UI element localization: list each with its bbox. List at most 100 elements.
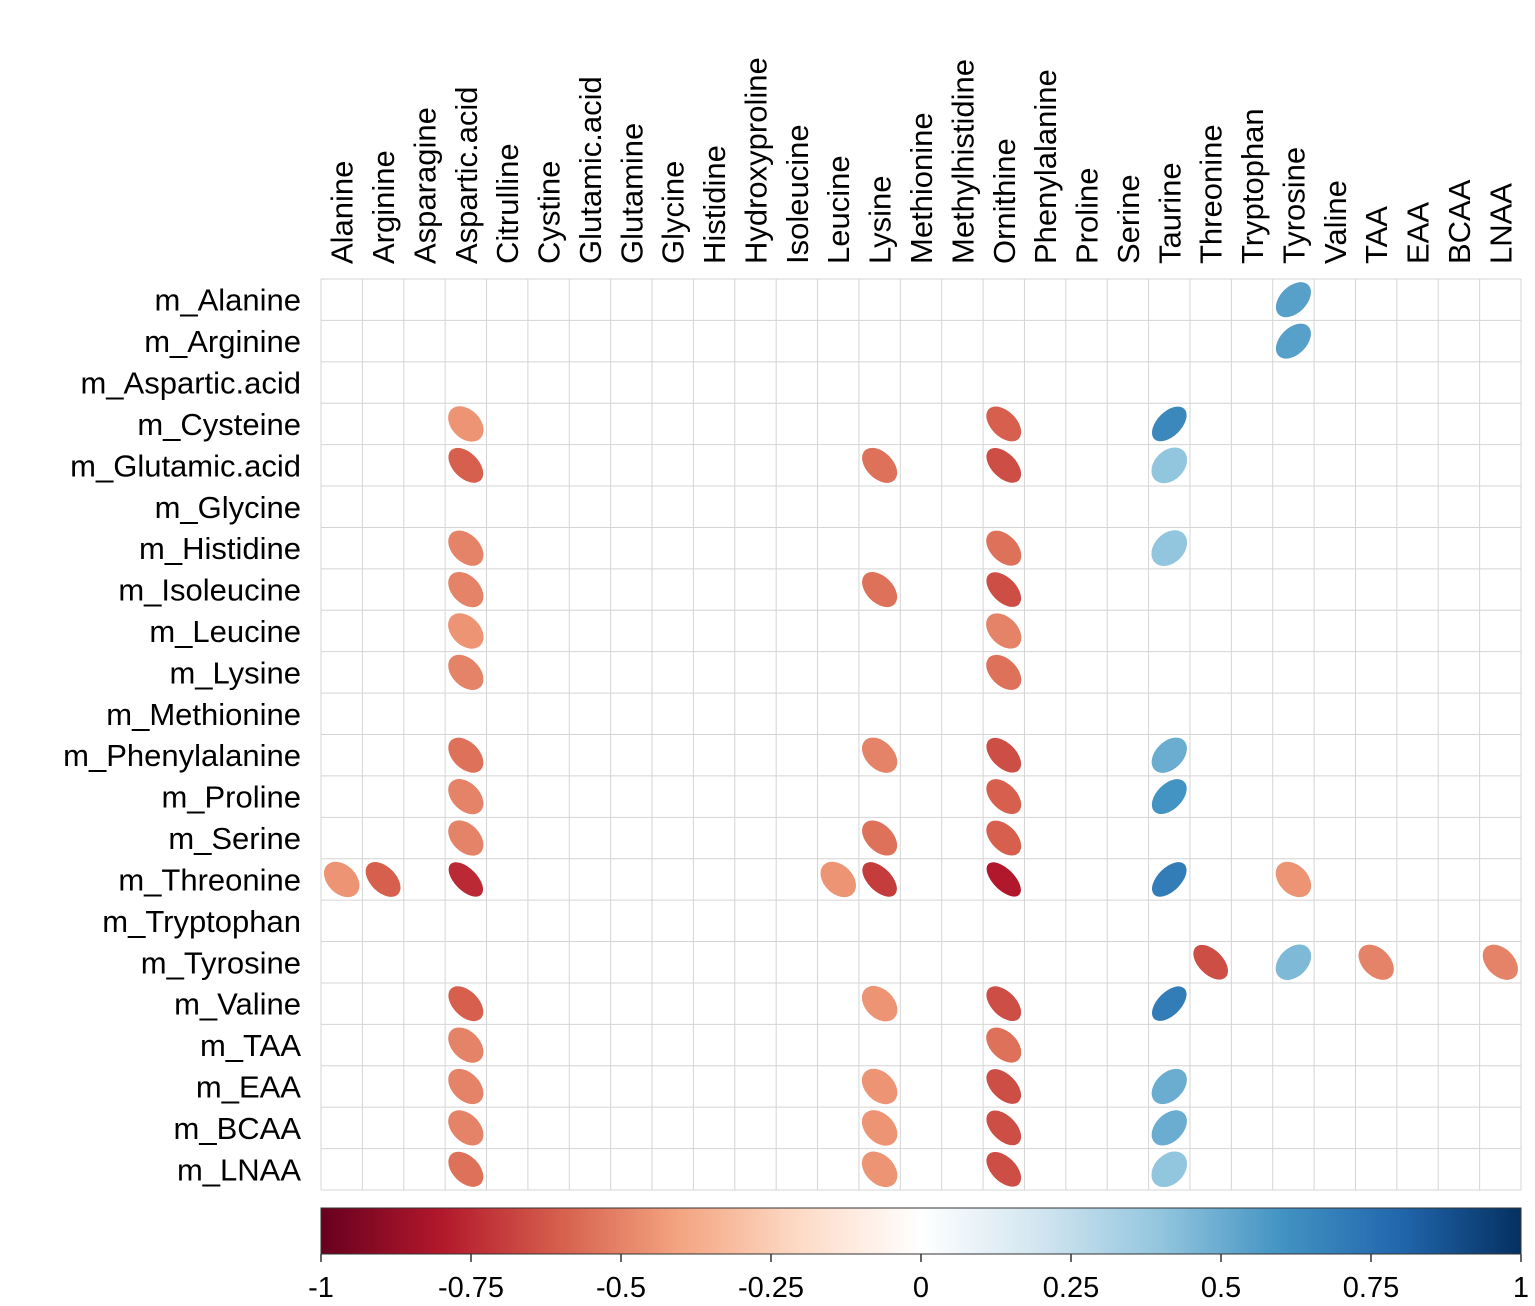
row-label: m_Cysteine: [137, 407, 301, 442]
correlation-ellipse: [448, 1110, 484, 1146]
column-label: EAA: [1401, 202, 1436, 264]
column-label: Ornithine: [987, 138, 1022, 264]
row-label: m_TAA: [200, 1028, 301, 1063]
colorbar-tick-label: 0.5: [1201, 1272, 1241, 1304]
row-label: m_Isoleucine: [118, 573, 301, 608]
row-label: m_EAA: [196, 1069, 301, 1104]
row-label: m_Histidine: [139, 531, 301, 566]
column-label: BCAA: [1442, 179, 1477, 264]
colorbar-tick-label: -1: [308, 1272, 334, 1304]
column-label: Glutamine: [614, 123, 649, 264]
correlation-ellipse: [1151, 779, 1187, 815]
correlation-ellipse: [1152, 862, 1187, 897]
row-label: m_Lysine: [169, 655, 301, 690]
row-label: m_Methionine: [106, 697, 301, 732]
correlation-ellipse: [986, 406, 1022, 442]
colorbar-gradient: [320, 1207, 1522, 1255]
correlation-ellipse: [862, 820, 898, 856]
correlation-ellipse: [986, 1151, 1022, 1187]
row-label: m_Tyrosine: [141, 945, 301, 980]
correlation-ellipse: [861, 1068, 898, 1105]
correlation-ellipse: [986, 779, 1022, 815]
correlation-ellipse: [986, 862, 1021, 897]
correlation-ellipse: [448, 986, 484, 1022]
row-label: m_Leucine: [149, 614, 301, 649]
correlation-ellipse: [448, 778, 484, 815]
grid: [320, 278, 1522, 1191]
column-label: Proline: [1070, 168, 1105, 265]
row-labels: m_Alanine m_Arginine m_Aspartic.acid m_Cyst…: [63, 283, 301, 1188]
correlation-ellipse: [1275, 944, 1312, 980]
column-label: Threonine: [1194, 124, 1229, 264]
correlation-ellipse: [820, 861, 856, 898]
column-label: Leucine: [821, 155, 856, 264]
correlation-ellipse: [861, 985, 898, 1022]
correlation-ellipse: [1151, 1151, 1188, 1188]
colorbar-tick-label: 0.25: [1043, 1272, 1099, 1304]
column-label: Arginine: [366, 150, 401, 264]
row-label: m_LNAA: [177, 1152, 301, 1187]
correlation-ellipse: [448, 613, 484, 649]
column-label: Glutamic.acid: [573, 76, 608, 264]
correlation-ellipse: [986, 530, 1022, 566]
correlation-ellipse: [862, 862, 897, 897]
column-label: Glycine: [656, 161, 691, 264]
column-label: LNAA: [1483, 183, 1518, 264]
column-label: Asparagine: [407, 107, 442, 264]
row-label: m_Glycine: [155, 490, 301, 525]
correlation-ellipse: [1152, 986, 1187, 1021]
column-label: Serine: [1111, 174, 1146, 264]
row-label: m_Threonine: [118, 862, 301, 897]
correlation-ellipse: [448, 737, 484, 773]
correlation-ellipse: [1151, 737, 1187, 773]
column-label: Taurine: [1152, 162, 1187, 264]
row-label: m_Tryptophan: [102, 904, 301, 939]
column-label: Cystine: [532, 161, 567, 264]
correlation-ellipse: [862, 447, 898, 483]
correlation-ellipse: [986, 654, 1022, 690]
column-label: Phenylalanine: [1028, 69, 1063, 264]
correlation-ellipse: [862, 572, 898, 608]
column-labels: Alanine Arginine Asparagine Aspartic.acid Ci…: [325, 57, 1519, 264]
column-label: Tyrosine: [1276, 147, 1311, 264]
correlation-ellipse: [1275, 861, 1312, 898]
correlation-ellipse: [986, 737, 1022, 773]
column-label: TAA: [1359, 206, 1394, 264]
column-label: Tryptophan: [1235, 108, 1270, 264]
column-label: Valine: [1318, 180, 1353, 264]
column-label: Histidine: [697, 145, 732, 264]
column-label: Isoleucine: [780, 124, 815, 264]
correlation-ellipse: [986, 613, 1022, 649]
correlation-ellipse: [986, 447, 1022, 483]
correlation-ellipse: [448, 447, 484, 483]
colorbar-tick-label: -0.75: [438, 1272, 504, 1304]
correlation-ellipse: [1193, 944, 1229, 980]
correlation-ellipse: [986, 820, 1022, 856]
correlation-ellipse: [323, 861, 360, 898]
correlation-ellipse: [448, 820, 484, 856]
row-label: m_BCAA: [174, 1111, 302, 1146]
row-label: m_Valine: [174, 987, 301, 1022]
row-label: m_Arginine: [144, 324, 301, 359]
correlation-ellipse: [1151, 1068, 1187, 1105]
row-label: m_Serine: [168, 821, 301, 856]
colorbar-tick-label: 1: [1513, 1272, 1529, 1304]
correlation-cells: [323, 282, 1518, 1188]
column-label: Hydroxyproline: [738, 57, 773, 264]
row-label: m_Proline: [161, 780, 301, 815]
colorbar-tick-label: 0: [913, 1272, 929, 1304]
correlation-ellipse: [986, 1110, 1022, 1146]
column-label: Methylhistidine: [945, 59, 980, 264]
row-label: m_Aspartic.acid: [80, 366, 301, 401]
row-label: m_Glutamic.acid: [70, 448, 301, 483]
correlation-ellipse: [1151, 530, 1188, 567]
colorbar-tick-label: -0.25: [738, 1272, 804, 1304]
correlation-ellipse: [861, 737, 898, 773]
correlation-ellipse: [986, 986, 1022, 1022]
correlation-ellipse: [448, 1151, 484, 1187]
colorbar-tick-label: 0.75: [1343, 1272, 1399, 1304]
correlation-ellipse: [1275, 282, 1311, 318]
correlation-ellipse: [861, 1110, 898, 1146]
correlation-ellipse: [1482, 944, 1518, 980]
